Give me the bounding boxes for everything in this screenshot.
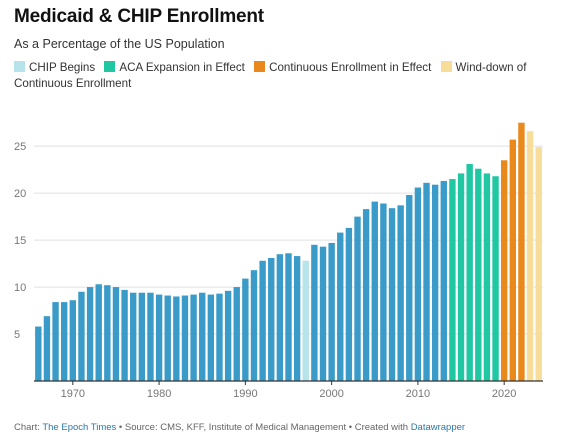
legend-item-chip: CHIP Begins [14, 61, 98, 74]
legend-swatch-continuous [254, 61, 266, 72]
bar-1968 [52, 302, 59, 381]
bar-2019 [492, 176, 499, 381]
legend-swatch-winddown [440, 61, 452, 72]
bar-1977 [130, 292, 137, 381]
bar-2014 [449, 179, 456, 381]
legend-item-winddown: Wind-down of Continuous Enrollment [14, 61, 526, 90]
bar-2003 [354, 216, 361, 381]
bar-1999 [319, 246, 327, 381]
bar-1971 [78, 291, 85, 381]
bar-2007 [388, 208, 396, 381]
bar-1973 [95, 284, 102, 381]
bar-1982 [173, 296, 180, 381]
bar-1988 [224, 290, 232, 381]
legend-swatch-aca [104, 61, 116, 72]
bar-2000 [328, 242, 335, 381]
bar-1997 [302, 260, 309, 381]
bar-1994 [276, 254, 284, 381]
legend-label-chip: CHIP Begins [29, 61, 96, 74]
legend: CHIP Begins ACA Expansion in Effect Cont… [14, 60, 559, 92]
bar-2018 [483, 173, 491, 381]
legend-label-aca: ACA Expansion in Effect [119, 61, 245, 74]
x-tick-label-2010: 2010 [406, 388, 430, 400]
bar-1985 [199, 292, 206, 381]
y-tick-label-5: 5 [14, 329, 20, 341]
bar-2024 [535, 147, 542, 381]
x-tick-label-1980: 1980 [147, 388, 171, 400]
x-tick-label-2000: 2000 [319, 388, 343, 400]
bar-2005 [371, 201, 378, 381]
footer-prefix: Chart: [14, 422, 43, 433]
bar-2022 [518, 122, 525, 382]
bar-2013 [440, 180, 447, 381]
bar-2011 [423, 182, 430, 381]
bar-2020 [500, 160, 508, 381]
chart-footer: Chart: The Epoch Times • Source: CMS, KF… [14, 422, 465, 433]
y-tick-label-20: 20 [14, 188, 26, 200]
bar-2002 [345, 227, 353, 381]
legend-item-continuous: Continuous Enrollment in Effect [254, 61, 434, 74]
bar-1989 [233, 287, 240, 381]
bar-1980 [155, 294, 163, 381]
bar-1992 [259, 260, 266, 381]
bar-1970 [69, 300, 77, 381]
footer-source: • Source: CMS, KFF, Institute of Medical… [116, 422, 411, 433]
bar-2021 [509, 139, 516, 381]
bar-1986 [207, 294, 215, 381]
chart-title: Medicaid & CHIP Enrollment [14, 6, 264, 27]
bar-1993 [268, 257, 275, 381]
bar-1983 [181, 295, 189, 381]
bar-chart: 5 10 15 20 25 1970 1980 1990 2000 2010 2020 [14, 122, 543, 400]
legend-label-winddown: Wind-down of Continuous Enrollment [14, 61, 527, 90]
y-tick-label-10: 10 [14, 282, 26, 294]
x-tick-label-1970: 1970 [61, 388, 85, 400]
y-tick-label-25: 25 [14, 141, 26, 153]
bar-1995 [285, 253, 292, 381]
bar-1976 [121, 289, 128, 381]
publisher-link[interactable]: The Epoch Times [42, 422, 117, 433]
bar-2001 [337, 232, 344, 381]
bar-1972 [86, 287, 94, 381]
bar-2006 [380, 203, 387, 381]
bar-1979 [147, 292, 154, 381]
bar-2012 [431, 184, 439, 381]
bar-1996 [293, 256, 301, 381]
bar-2015 [457, 173, 465, 381]
bar-2009 [406, 195, 413, 381]
datawrapper-link[interactable]: Datawrapper [410, 422, 466, 433]
bar-2023 [526, 131, 534, 381]
bar-1975 [112, 287, 120, 381]
legend-swatch-chip [14, 61, 25, 72]
bar-1974 [104, 285, 111, 381]
x-tick-label-2020: 2020 [492, 388, 516, 400]
legend-item-aca: ACA Expansion in Effect [104, 61, 248, 74]
bar-1966 [35, 326, 42, 381]
bar-1981 [164, 295, 171, 381]
bar-1998 [311, 244, 318, 381]
bar-2008 [397, 205, 404, 381]
x-tick-label-1990: 1990 [233, 388, 257, 400]
chart-subtitle: As a Percentage of the US Population [14, 37, 225, 51]
bar-2004 [362, 209, 370, 381]
bar-2016 [466, 164, 473, 381]
bar-1967 [43, 316, 51, 381]
bar-1987 [216, 293, 223, 381]
bar-2017 [475, 168, 482, 381]
bar-2010 [414, 187, 422, 381]
y-tick-label-15: 15 [14, 235, 26, 247]
legend-label-continuous: Continuous Enrollment in Effect [269, 61, 432, 74]
bar-1978 [138, 292, 146, 381]
bar-1984 [190, 294, 197, 381]
bar-1991 [250, 270, 258, 381]
bar-1990 [242, 278, 249, 381]
bar-1969 [61, 302, 68, 381]
